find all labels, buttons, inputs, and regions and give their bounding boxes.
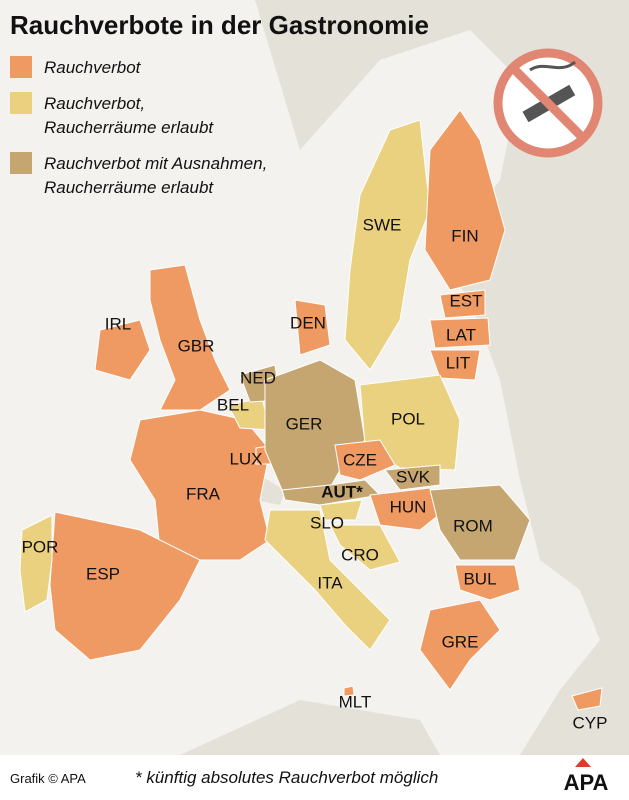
country-label: LUX — [229, 449, 262, 468]
country — [369, 487, 446, 531]
country — [429, 317, 491, 349]
country-label: CYP — [573, 713, 608, 732]
legend-swatch — [10, 92, 32, 114]
legend-swatch — [10, 56, 32, 78]
source: Grafik © APA — [10, 771, 86, 786]
country-label: CZE — [343, 450, 377, 469]
title: Rauchverbote in der Gastronomie — [10, 10, 429, 40]
footnote: * künftig absolutes Rauchverbot möglich — [135, 768, 438, 787]
country — [319, 499, 363, 521]
country — [429, 484, 531, 561]
country-label: IRL — [105, 314, 131, 333]
country — [424, 109, 506, 291]
legend-label: Raucherräume erlaubt — [44, 178, 214, 197]
footer — [0, 755, 629, 800]
country-label: GER — [286, 414, 323, 433]
country — [94, 319, 151, 381]
country-label: CRO — [341, 545, 379, 564]
country-label: FIN — [451, 226, 478, 245]
country — [571, 687, 603, 711]
country-label: AUT* — [321, 482, 363, 501]
country — [343, 685, 355, 697]
country-label: BEL — [217, 395, 249, 414]
country-label: ESP — [86, 564, 120, 583]
no-smoking-icon — [493, 48, 603, 158]
country-label: SLO — [310, 513, 344, 532]
legend-label: Rauchverbot — [44, 58, 142, 77]
country — [49, 511, 201, 661]
country-label: ROM — [453, 516, 493, 535]
logo: APA — [564, 770, 609, 795]
country-label: BUL — [463, 569, 496, 588]
country — [439, 289, 486, 319]
legend-swatch — [10, 152, 32, 174]
country-label: LIT — [446, 353, 471, 372]
country-label: GBR — [178, 336, 215, 355]
country — [344, 119, 431, 371]
country-label: NED — [240, 368, 276, 387]
legend-label: Raucherräume erlaubt — [44, 118, 214, 137]
legend-label: Rauchverbot, — [44, 94, 145, 113]
country — [329, 524, 401, 571]
country-label: SVK — [396, 467, 431, 486]
country-label: POR — [22, 537, 59, 556]
land — [255, 0, 629, 755]
country-label: ITA — [317, 573, 343, 592]
country-label: LAT — [446, 325, 476, 344]
country-label: FRA — [186, 484, 221, 503]
country — [264, 509, 391, 651]
country-label: GRE — [442, 632, 479, 651]
legend-label: Rauchverbot mit Ausnahmen, — [44, 154, 267, 173]
country-label: HUN — [390, 497, 427, 516]
country — [19, 514, 53, 613]
country — [419, 599, 501, 691]
country — [384, 464, 441, 491]
country-label: MLT — [339, 692, 372, 711]
country — [429, 349, 481, 381]
country — [454, 564, 521, 601]
africa — [180, 700, 440, 755]
logo-mark — [575, 758, 591, 767]
country-label: DEN — [290, 313, 326, 332]
country-label: EST — [449, 291, 482, 310]
country-label: POL — [391, 409, 425, 428]
country-label: SWE — [363, 215, 402, 234]
country — [294, 299, 331, 356]
country — [334, 439, 396, 481]
